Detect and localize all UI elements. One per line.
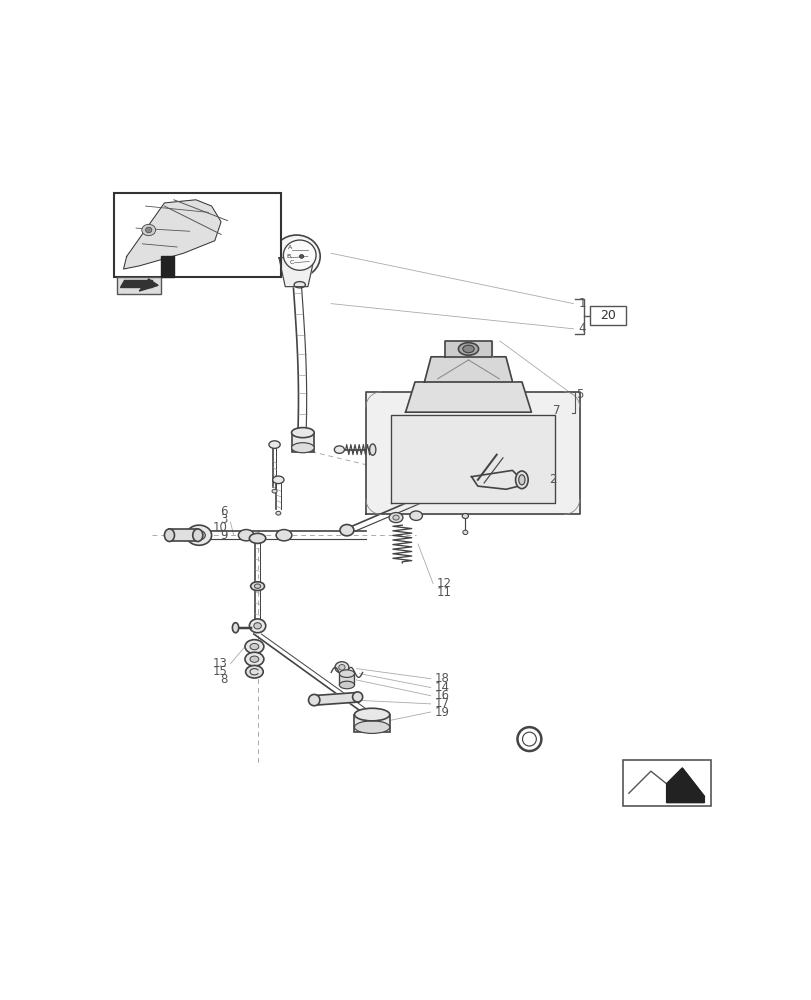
Text: 6: 6 — [220, 505, 227, 518]
Ellipse shape — [291, 428, 314, 438]
Text: 9: 9 — [220, 529, 227, 542]
Ellipse shape — [254, 623, 261, 629]
Bar — [622, 760, 710, 806]
Bar — [169, 529, 198, 541]
Ellipse shape — [268, 441, 280, 448]
Bar — [117, 277, 161, 294]
Ellipse shape — [308, 694, 320, 706]
Ellipse shape — [245, 652, 264, 666]
Ellipse shape — [250, 656, 259, 662]
Polygon shape — [161, 256, 174, 277]
Text: 19: 19 — [435, 706, 449, 719]
Ellipse shape — [521, 732, 536, 746]
Text: A: A — [288, 245, 292, 250]
Ellipse shape — [187, 525, 212, 545]
Bar — [114, 193, 281, 277]
Text: 16: 16 — [435, 689, 449, 702]
Polygon shape — [123, 200, 221, 269]
Text: 2: 2 — [549, 473, 556, 486]
Text: B,: B, — [285, 254, 292, 259]
Polygon shape — [312, 693, 359, 705]
Polygon shape — [120, 280, 152, 287]
Ellipse shape — [276, 511, 281, 515]
Ellipse shape — [334, 446, 344, 453]
Text: 5: 5 — [576, 388, 583, 401]
Text: 15: 15 — [212, 665, 227, 678]
Text: 17: 17 — [435, 697, 449, 710]
Ellipse shape — [339, 681, 354, 689]
Ellipse shape — [192, 529, 203, 541]
Ellipse shape — [354, 721, 389, 733]
Ellipse shape — [272, 476, 284, 484]
Text: C: C — [289, 260, 294, 265]
Text: 10: 10 — [212, 521, 227, 534]
Text: 8: 8 — [220, 673, 227, 686]
Polygon shape — [391, 415, 554, 503]
Ellipse shape — [335, 662, 349, 673]
Ellipse shape — [515, 471, 527, 489]
Ellipse shape — [462, 530, 467, 535]
Text: 20: 20 — [599, 309, 616, 322]
Ellipse shape — [393, 515, 399, 520]
Ellipse shape — [294, 282, 305, 288]
Text: 3: 3 — [220, 513, 227, 526]
Polygon shape — [366, 392, 579, 514]
Ellipse shape — [458, 343, 478, 355]
Text: 14: 14 — [435, 681, 449, 694]
Ellipse shape — [238, 530, 254, 541]
Ellipse shape — [276, 530, 291, 541]
Polygon shape — [279, 258, 314, 287]
Ellipse shape — [299, 255, 303, 258]
Text: 4: 4 — [577, 322, 586, 335]
Text: 13: 13 — [212, 657, 227, 670]
Bar — [291, 433, 314, 452]
Ellipse shape — [142, 224, 156, 236]
Bar — [339, 674, 354, 685]
Ellipse shape — [338, 665, 345, 670]
Polygon shape — [405, 382, 530, 412]
Ellipse shape — [410, 511, 422, 520]
Ellipse shape — [249, 533, 265, 543]
Ellipse shape — [272, 235, 320, 278]
Ellipse shape — [245, 640, 264, 654]
Text: 7: 7 — [552, 404, 560, 417]
Ellipse shape — [461, 513, 468, 519]
Ellipse shape — [340, 525, 354, 536]
Ellipse shape — [283, 240, 315, 270]
Ellipse shape — [250, 643, 259, 650]
Text: 11: 11 — [436, 586, 451, 599]
Ellipse shape — [164, 529, 174, 541]
Polygon shape — [666, 768, 703, 803]
Ellipse shape — [232, 623, 238, 633]
Ellipse shape — [272, 489, 277, 493]
Ellipse shape — [339, 670, 354, 677]
Ellipse shape — [291, 443, 314, 453]
Ellipse shape — [388, 513, 402, 523]
Bar — [354, 715, 389, 732]
Polygon shape — [444, 341, 491, 357]
Ellipse shape — [517, 727, 541, 751]
Bar — [589, 306, 625, 325]
Ellipse shape — [462, 345, 474, 353]
Ellipse shape — [245, 665, 263, 678]
Ellipse shape — [192, 530, 205, 540]
Ellipse shape — [254, 584, 260, 588]
Text: 1: 1 — [577, 297, 586, 310]
Polygon shape — [471, 470, 521, 489]
Ellipse shape — [249, 619, 265, 633]
Ellipse shape — [369, 444, 375, 455]
Ellipse shape — [518, 475, 525, 485]
Polygon shape — [139, 279, 158, 291]
Ellipse shape — [352, 692, 363, 702]
Text: 12: 12 — [436, 577, 451, 590]
Ellipse shape — [251, 582, 264, 591]
Polygon shape — [424, 357, 512, 382]
Ellipse shape — [354, 708, 389, 721]
Text: 18: 18 — [435, 672, 449, 685]
Ellipse shape — [145, 227, 152, 233]
